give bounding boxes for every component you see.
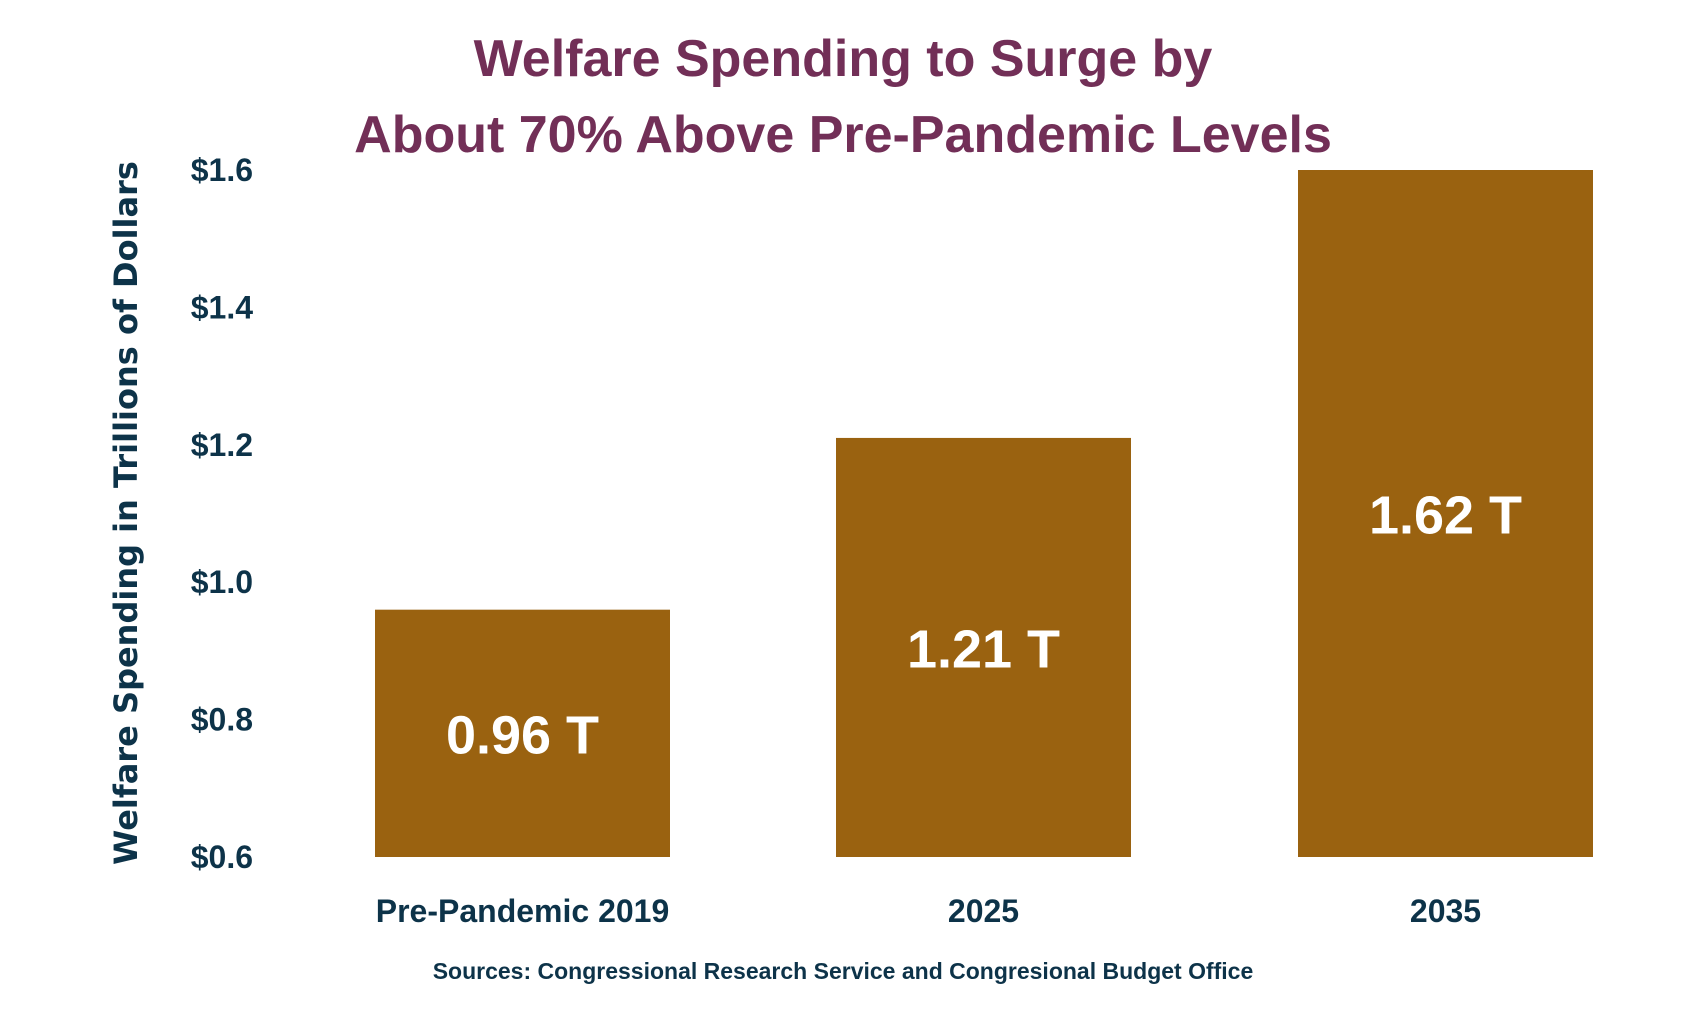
y-tick-label: $1.4 bbox=[191, 289, 253, 325]
x-category-label: 2035 bbox=[1410, 893, 1481, 929]
bar bbox=[375, 609, 670, 857]
y-tick-label: $0.6 bbox=[191, 839, 253, 875]
data-label: 0.96 T bbox=[446, 705, 599, 765]
bar bbox=[836, 437, 1131, 857]
y-axis-label: Welfare Spending in Trillions of Dollars bbox=[107, 161, 145, 865]
chart-title-line-1: Welfare Spending to Surge by bbox=[473, 30, 1213, 88]
y-tick-label: $1.0 bbox=[191, 564, 253, 600]
chart-title-line-2: About 70% Above Pre-Pandemic Levels bbox=[354, 106, 1332, 164]
data-label: 1.62 T bbox=[1369, 486, 1522, 546]
bar bbox=[1298, 170, 1593, 857]
source-note: Sources: Congressional Research Service … bbox=[432, 958, 1254, 984]
y-tick-label: $1.6 bbox=[191, 152, 253, 188]
x-category-label: 2025 bbox=[948, 893, 1019, 929]
y-tick-label: $0.8 bbox=[191, 702, 253, 738]
data-label: 1.21 T bbox=[907, 619, 1060, 679]
y-tick-label: $1.2 bbox=[191, 427, 253, 463]
x-category-label: Pre-Pandemic 2019 bbox=[376, 893, 670, 929]
